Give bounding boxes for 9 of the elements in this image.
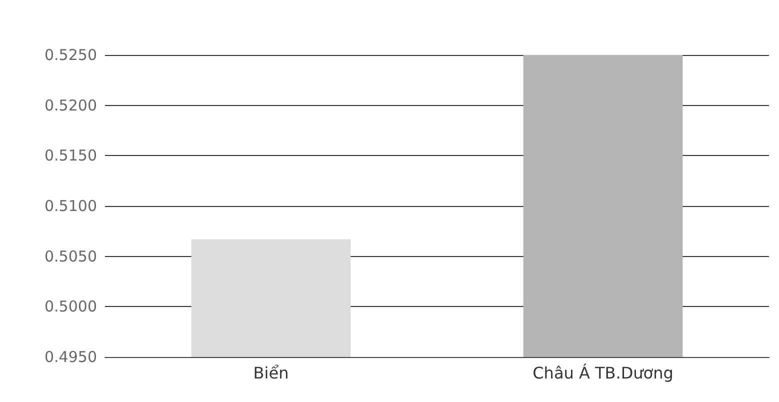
y-tick-label: 0.5100: [44, 197, 97, 215]
x-tick-label: Châu Á TB.Dương: [532, 364, 674, 382]
y-tick-label: 0.5000: [44, 298, 97, 316]
y-tick-label: 0.5150: [44, 146, 97, 165]
x-tick-label: Biển: [253, 364, 289, 382]
y-tick-label: 0.5250: [44, 46, 97, 64]
y-tick-label: 0.5200: [44, 96, 97, 114]
y-tick-label: 0.4950: [44, 348, 97, 366]
y-tick-label: 0.5050: [44, 247, 97, 266]
